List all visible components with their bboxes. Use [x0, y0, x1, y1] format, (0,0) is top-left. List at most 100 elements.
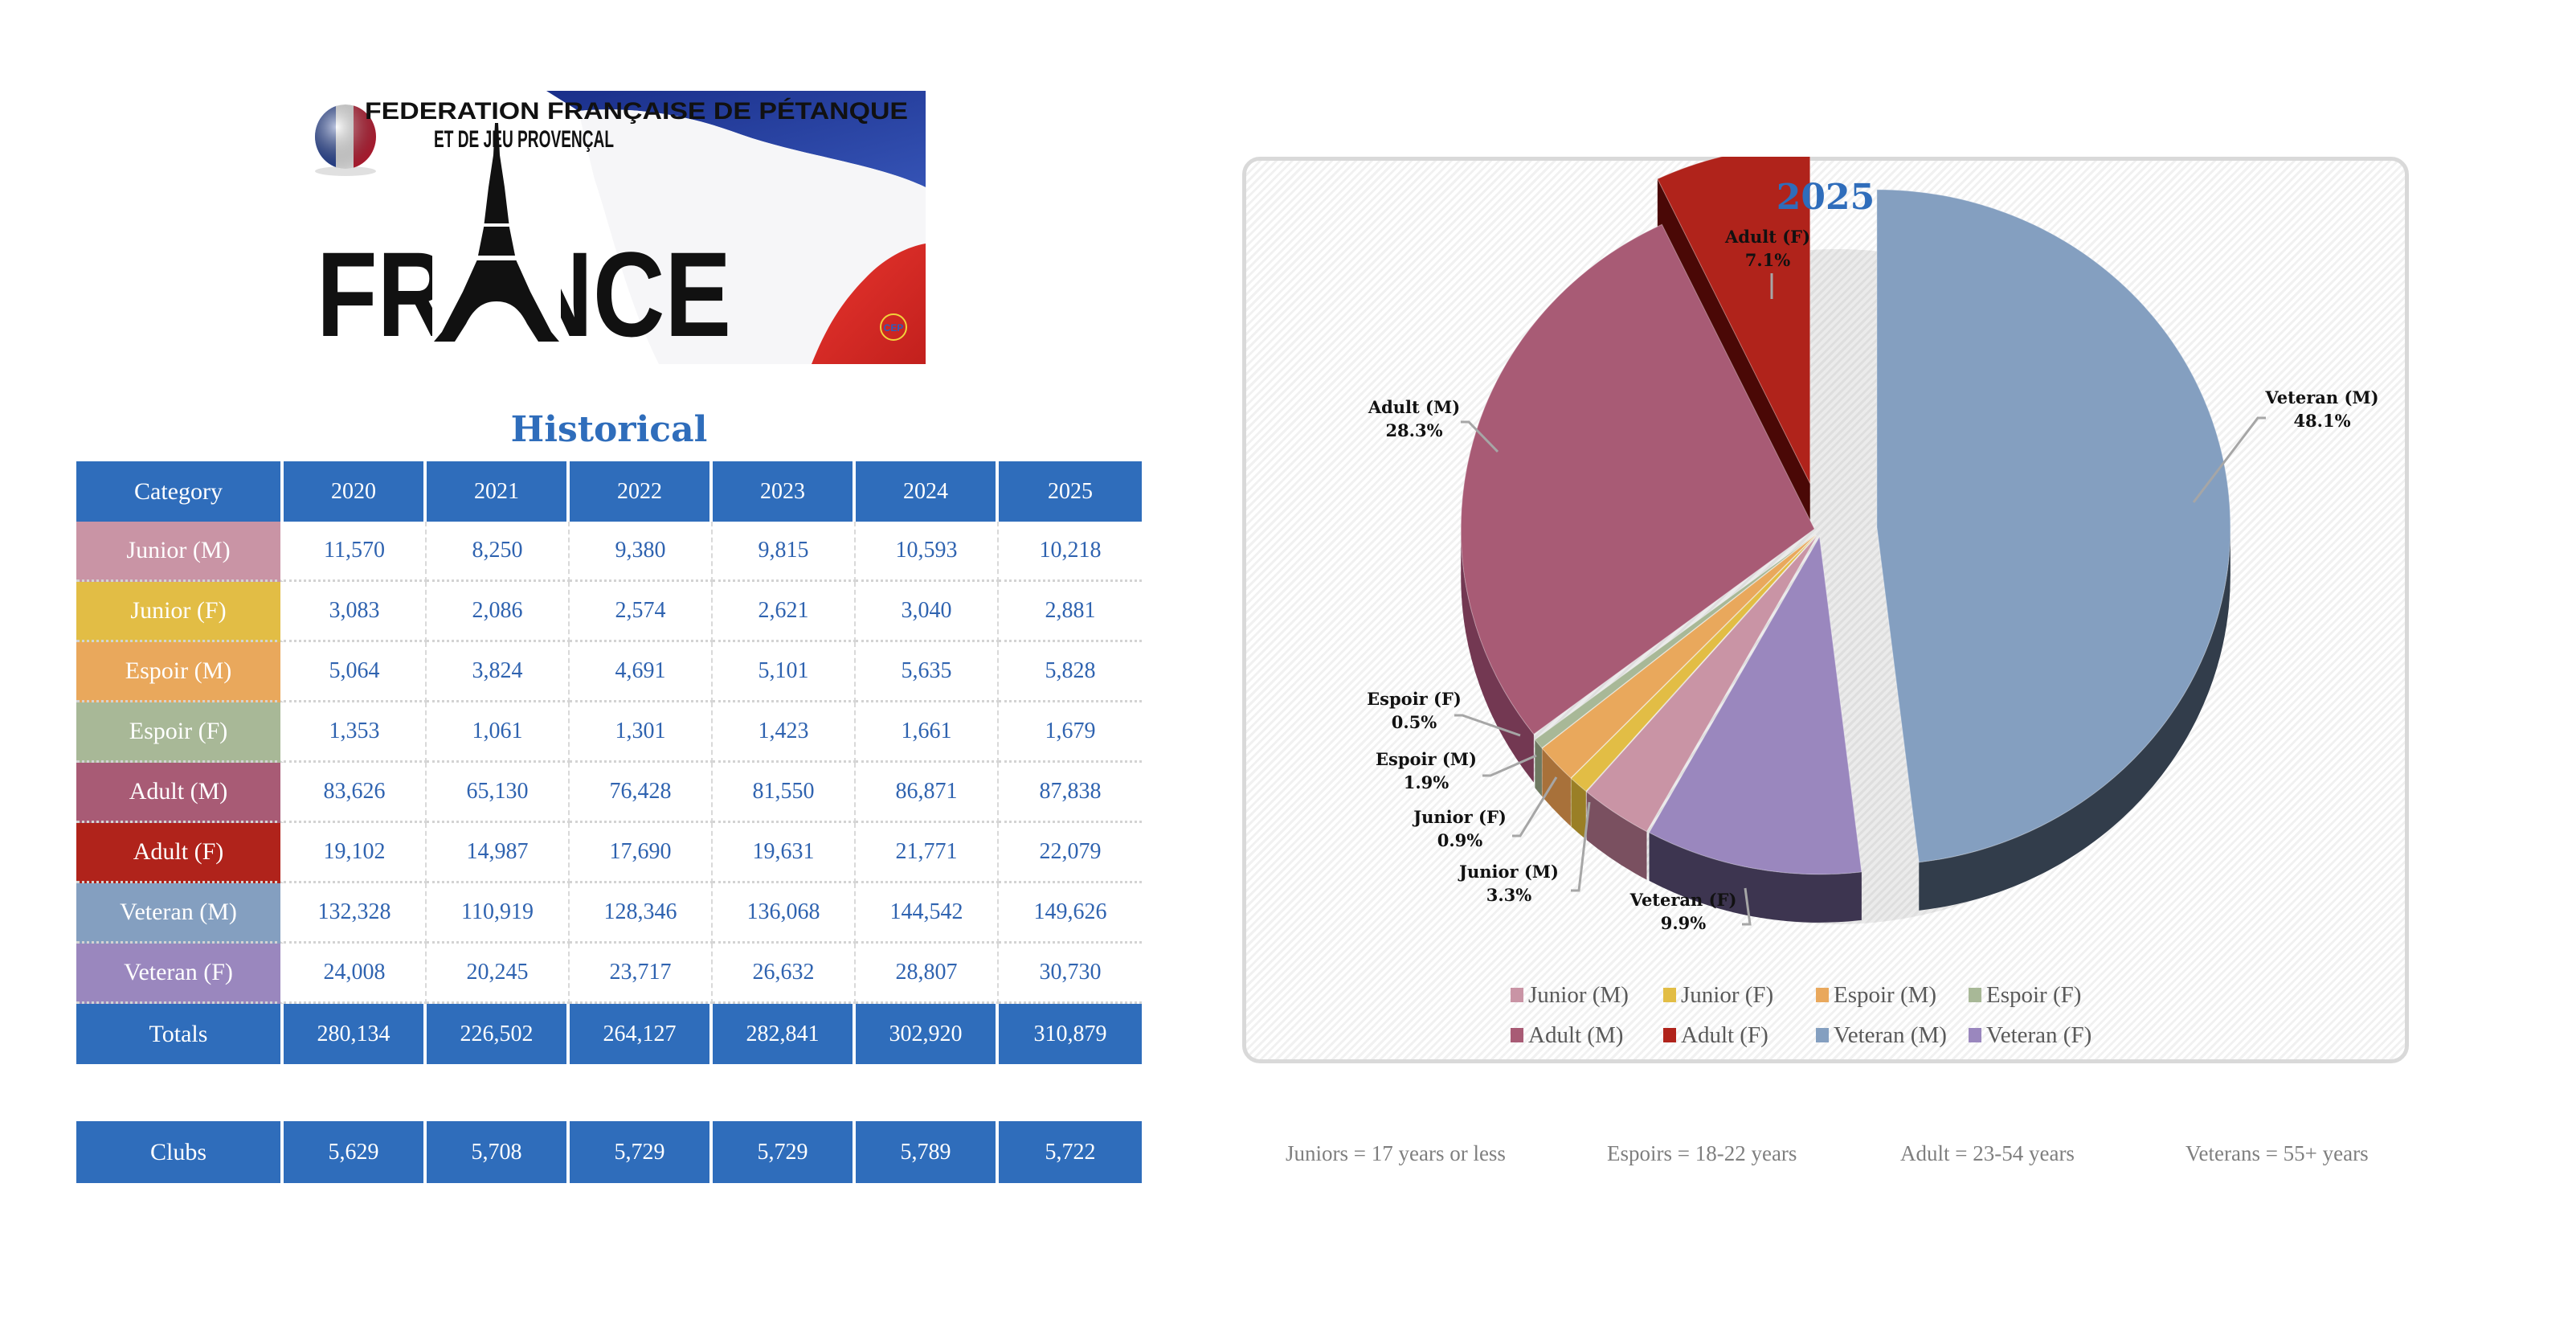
- data-label-category: Espoir (F): [1367, 689, 1462, 709]
- legend-label: Junior (M): [1528, 981, 1629, 1008]
- leader-line: [1461, 420, 1499, 453]
- legend-label: Veteran (M): [1834, 1022, 1947, 1048]
- table-header-row: Category 2020 2021 2022 2023 2024 2025: [76, 461, 1142, 522]
- pie-slice-side: [1461, 529, 1534, 783]
- legend-item: Veteran (F): [1969, 1022, 2121, 1049]
- clubs-value: 5,629: [284, 1121, 427, 1183]
- legend-item: Adult (F): [1663, 1022, 1816, 1049]
- value-cell: 23,717: [570, 944, 713, 1004]
- table-row: Espoir (M) 5,064 3,824 4,691 5,101 5,635 5,828: [76, 642, 1142, 702]
- value-cell: 10,593: [856, 522, 999, 582]
- header-year: 2022: [570, 461, 713, 522]
- value-cell: 1,353: [284, 702, 427, 763]
- pie-slice-side: [1919, 526, 2230, 911]
- legend-swatch: [1511, 988, 1523, 1002]
- legend-swatch: [1663, 988, 1676, 1002]
- data-label-category: Espoir (M): [1376, 749, 1477, 769]
- value-cell: 132,328: [284, 883, 427, 944]
- clubs-value: 5,729: [570, 1121, 713, 1183]
- data-label: Junior (F) 0.9%: [1396, 805, 1524, 852]
- pie-slice: [1460, 223, 1815, 735]
- totals-label: Totals: [76, 1004, 284, 1064]
- data-label-value: 0.5%: [1391, 712, 1437, 732]
- category-cell: Adult (M): [76, 763, 284, 823]
- legend-swatch: [1816, 988, 1829, 1002]
- chart-title: 2025: [1776, 177, 1875, 218]
- data-label: Veteran (M) 48.1%: [2258, 386, 2386, 432]
- eiffel-tower-icon: [432, 123, 561, 342]
- data-label: Espoir (M) 1.9%: [1362, 747, 1490, 794]
- note-espoirs: Espoirs = 18-22 years: [1607, 1141, 1797, 1165]
- value-cell: 1,423: [713, 702, 856, 763]
- value-cell: 76,428: [570, 763, 713, 823]
- legend-item: Espoir (F): [1969, 982, 2121, 1009]
- totals-value: 282,841: [713, 1004, 856, 1064]
- logo-line1: FEDERATION FRANÇAISE DE PÉTANQUE: [365, 97, 908, 125]
- pie-slice-side: [1542, 748, 1571, 826]
- data-label-category: Adult (M): [1368, 397, 1461, 417]
- value-cell: 8,250: [427, 522, 570, 582]
- clubs-label: Clubs: [76, 1121, 284, 1183]
- category-cell: Veteran (F): [76, 944, 284, 1004]
- value-cell: 5,101: [713, 642, 856, 702]
- value-cell: 110,919: [427, 883, 570, 944]
- value-cell: 128,346: [570, 883, 713, 944]
- value-cell: 2,881: [999, 582, 1142, 642]
- table-row: Adult (F) 19,102 14,987 17,690 19,631 21,771 2…: [76, 823, 1142, 883]
- table-row: Espoir (F) 1,353 1,061 1,301 1,423 1,661 1,679: [76, 702, 1142, 763]
- value-cell: 1,661: [856, 702, 999, 763]
- legend-item: Junior (F): [1663, 982, 1816, 1009]
- legend-item: Espoir (M): [1816, 982, 1969, 1009]
- category-cell: Junior (M): [76, 522, 284, 582]
- legend-item: Veteran (M): [1816, 1022, 1969, 1049]
- header-year: 2020: [284, 461, 427, 522]
- value-cell: 5,635: [856, 642, 999, 702]
- legend-swatch: [1511, 1028, 1523, 1042]
- value-cell: 86,871: [856, 763, 999, 823]
- value-cell: 14,987: [427, 823, 570, 883]
- data-label-value: 0.9%: [1437, 830, 1483, 850]
- pie-slice: [1585, 535, 1818, 833]
- pie-slice-side: [1586, 792, 1647, 880]
- header-year: 2024: [856, 461, 999, 522]
- historical-title: Historical: [510, 409, 708, 450]
- table-row: Junior (F) 3,083 2,086 2,574 2,621 3,040 2,881: [76, 582, 1142, 642]
- table-row: Veteran (F) 24,008 20,245 23,717 26,632 28,80…: [76, 944, 1142, 1004]
- totals-value: 310,879: [999, 1004, 1142, 1064]
- note-veterans: Veterans = 55+ years: [2186, 1141, 2369, 1165]
- category-cell: Espoir (F): [76, 702, 284, 763]
- value-cell: 19,631: [713, 823, 856, 883]
- data-label: Veteran (F) 9.9%: [1619, 888, 1748, 935]
- note-juniors: Juniors = 17 years or less: [1286, 1141, 1506, 1165]
- clubs-value: 5,722: [999, 1121, 1142, 1183]
- category-cell: Adult (F): [76, 823, 284, 883]
- chart-legend: Junior (M) Junior (F) Espoir (M) Espoir (F)…: [1511, 975, 2169, 1055]
- leader-line: [1571, 801, 1591, 892]
- logo-emblem: CEP: [884, 322, 904, 334]
- value-cell: 17,690: [570, 823, 713, 883]
- pie-slice: [1657, 157, 1811, 484]
- pie-slice-side: [1535, 739, 1542, 796]
- leader-line: [1512, 776, 1558, 837]
- value-cell: 10,218: [999, 522, 1142, 582]
- totals-value: 226,502: [427, 1004, 570, 1064]
- header-category: Category: [76, 461, 284, 522]
- legend-swatch: [1816, 1028, 1829, 1042]
- leader-line: [2192, 416, 2266, 503]
- value-cell: 22,079: [999, 823, 1142, 883]
- data-label-value: 1.9%: [1403, 772, 1450, 792]
- legend-swatch: [1969, 1028, 1981, 1042]
- data-label-value: 28.3%: [1385, 420, 1443, 440]
- legend-item: Junior (M): [1511, 982, 1663, 1009]
- logo-line2: ET DE JEU PROVENÇAL: [434, 126, 614, 153]
- category-cell: Veteran (M): [76, 883, 284, 944]
- table-row: Veteran (M) 132,328 110,919 128,346 136,068 1…: [76, 883, 1142, 944]
- data-label-value: 7.1%: [1744, 250, 1791, 270]
- pie-slice: [1534, 534, 1817, 749]
- totals-value: 280,134: [284, 1004, 427, 1064]
- value-cell: 11,570: [284, 522, 427, 582]
- totals-row: Totals 280,134 226,502 264,127 282,841 3…: [76, 1004, 1142, 1064]
- legend-label: Junior (F): [1681, 981, 1774, 1008]
- data-label-category: Veteran (F): [1629, 890, 1737, 910]
- leader-line: [1454, 714, 1521, 737]
